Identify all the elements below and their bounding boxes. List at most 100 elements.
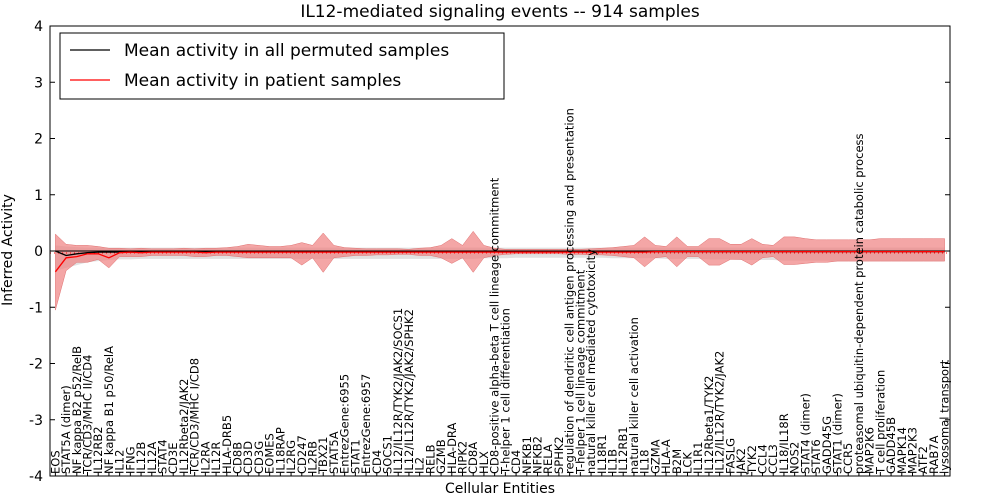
x-tick-label: NFKB2 bbox=[531, 436, 545, 474]
x-tick-label: HLA-DRB5 bbox=[220, 415, 234, 474]
x-tick-label: NF kappa B1 p50/RelA bbox=[102, 346, 116, 474]
x-tick-label: IL12 bbox=[113, 450, 127, 474]
y-tick-label: 4 bbox=[34, 19, 43, 35]
x-tick-label: STAT1 (dimer) bbox=[831, 393, 845, 474]
x-tick-label: TCR/CD3/MHC II/CD4 bbox=[81, 355, 95, 475]
y-tick-label: -2 bbox=[29, 357, 43, 373]
x-tick-label: LCK bbox=[681, 452, 695, 474]
x-tick-label: HLX bbox=[477, 451, 491, 474]
x-tick-label: T-helper 1 cell differentiation bbox=[498, 308, 512, 475]
x-tick-label: GADD45G bbox=[820, 416, 834, 474]
x-tick-label: RELA bbox=[541, 444, 555, 474]
x-tick-label: MAP2K6 bbox=[863, 427, 877, 474]
x-tick-label: NOS2 bbox=[788, 442, 802, 474]
y-tick-label: 1 bbox=[34, 188, 43, 204]
x-tick-label: STAT4 bbox=[156, 439, 170, 474]
x-tick-label: STAT6 bbox=[809, 439, 823, 474]
x-tick-label: STAT5A bbox=[327, 431, 341, 474]
x-tick-label: EOS bbox=[48, 450, 62, 474]
legend-label-patient: Mean activity in patient samples bbox=[124, 71, 401, 91]
x-tick-label: RAB7A bbox=[927, 435, 941, 474]
x-tick-label: IL12Rbeta1/TYK2 bbox=[702, 376, 716, 474]
x-axis-label: Cellular Entities bbox=[445, 481, 555, 497]
x-tick-label: EntrezGene:6955 bbox=[338, 374, 352, 474]
x-tick-label: CCL4 bbox=[756, 444, 770, 474]
legend-box bbox=[59, 32, 505, 100]
x-tick-label: CCR5 bbox=[841, 443, 855, 474]
x-tick-label: IL2RA bbox=[198, 441, 212, 474]
y-tick-label: -1 bbox=[29, 300, 43, 316]
x-tick-label: lysosomal transport bbox=[938, 359, 952, 474]
x-tick-label: IL2RB bbox=[306, 441, 320, 474]
x-tick-label: CD3D bbox=[241, 441, 255, 474]
y-tick-label: 0 bbox=[34, 244, 43, 260]
x-tick-label: regulation of dendritic cell antigen pro… bbox=[563, 108, 577, 474]
legend-label-permuted: Mean activity in all permuted samples bbox=[124, 41, 449, 61]
x-tick-label: EntrezGene:6957 bbox=[359, 374, 373, 474]
x-tick-label: GADD45B bbox=[884, 417, 898, 474]
x-tick-label: SOCS1 bbox=[381, 435, 395, 474]
x-tick-label: RIPK2 bbox=[456, 441, 470, 474]
x-tick-label: CD8A bbox=[466, 442, 480, 474]
x-tick-label: IL12RB2 bbox=[91, 426, 105, 474]
x-tick-label: FASLG bbox=[723, 438, 737, 474]
x-tick-label: CD3G bbox=[252, 441, 266, 474]
x-tick-label: B2M bbox=[670, 449, 684, 474]
x-tick-label: T-helper 1 cell lineage commitment bbox=[573, 269, 587, 475]
x-tick-label: CD4 bbox=[509, 450, 523, 474]
x-tick-label: CCL3 bbox=[766, 444, 780, 474]
x-tick-label: SPHK2 bbox=[552, 436, 566, 474]
x-tick-label: CD4 bbox=[370, 450, 384, 474]
x-tick-label: IL18/IL18R bbox=[777, 413, 791, 474]
x-tick-label: RELB bbox=[423, 444, 437, 474]
x-tick-label: TYK2 bbox=[745, 445, 759, 475]
x-tick-label: natural killer cell mediated cytotoxicit… bbox=[584, 249, 598, 474]
x-tick-label: natural killer cell activation bbox=[627, 317, 641, 474]
x-tick-label: CD8-positive alpha-beta T cell lineage c… bbox=[488, 177, 502, 474]
x-tick-label: IL12A bbox=[145, 442, 159, 474]
x-tick-label: IL12R bbox=[209, 442, 223, 474]
x-tick-label: NFKB1 bbox=[520, 436, 534, 474]
y-tick-label: 3 bbox=[34, 75, 43, 91]
y-axis-label: Inferred Activity bbox=[0, 194, 16, 306]
x-tick-label: IL12/IL12R/TYK2/JAK2/SOCS1 bbox=[391, 308, 405, 474]
x-tick-label: IL18 bbox=[638, 450, 652, 474]
x-tick-label: IL1B bbox=[606, 449, 620, 474]
plot-frame bbox=[49, 25, 951, 477]
y-tick-label: 2 bbox=[34, 132, 43, 148]
x-tick-label: GZMB bbox=[434, 439, 448, 474]
x-tick-label: STAT1 bbox=[348, 439, 362, 474]
x-tick-label: CD3E bbox=[166, 443, 180, 474]
x-tick-label: IL2 bbox=[413, 457, 427, 474]
x-tick-label: MAPK14 bbox=[895, 427, 909, 474]
x-tick-label: IL1R1 bbox=[691, 442, 705, 474]
x-tick-label: proteasomal ubiquitin-dependent protein … bbox=[852, 133, 866, 474]
x-tick-label: CD8B bbox=[231, 442, 245, 474]
x-tick-label: T cell proliferation bbox=[873, 370, 887, 475]
x-tick-label: STAT4 (dimer) bbox=[798, 393, 812, 474]
x-tick-label: IL12/IL12R/TYK2/JAK2/SPHK2 bbox=[402, 309, 416, 474]
x-tick-label: HLA-A bbox=[659, 439, 673, 474]
x-tick-label: CD247 bbox=[295, 435, 309, 474]
x-tick-label: ATF2 bbox=[916, 446, 930, 474]
x-tick-label: MAP2K3 bbox=[906, 427, 920, 474]
x-tick-label: IL2RG bbox=[284, 440, 298, 474]
x-tick-label: IFNG bbox=[123, 446, 137, 474]
x-tick-label: IL12/IL12R/TYK2/JAK2 bbox=[713, 351, 727, 474]
x-tick-label: IL18RAP bbox=[273, 427, 287, 474]
x-tick-label: IL12RB1 bbox=[616, 426, 630, 474]
x-tick-label: IL12B bbox=[134, 442, 148, 474]
x-tick-label: HLA-DRA bbox=[445, 423, 459, 474]
x-tick-label: TBX21 bbox=[316, 437, 330, 475]
chart-title: IL12-mediated signaling events -- 914 sa… bbox=[300, 2, 700, 22]
y-tick-label: -3 bbox=[29, 413, 43, 429]
x-tick-label: STAT5A (dimer) bbox=[59, 385, 73, 474]
series-line-patient bbox=[54, 250, 945, 273]
x-tick-label: IL12Rbeta2/JAK2 bbox=[177, 379, 191, 474]
x-tick-label: TCR/CD3/MHC I/CD8 bbox=[188, 358, 202, 475]
y-tick-label: -4 bbox=[29, 469, 43, 485]
x-tick-label: EOMES bbox=[263, 433, 277, 474]
x-tick-label: NF kappa B2 p52/RelB bbox=[70, 346, 84, 474]
x-tick-label: IL18R1 bbox=[595, 434, 609, 474]
